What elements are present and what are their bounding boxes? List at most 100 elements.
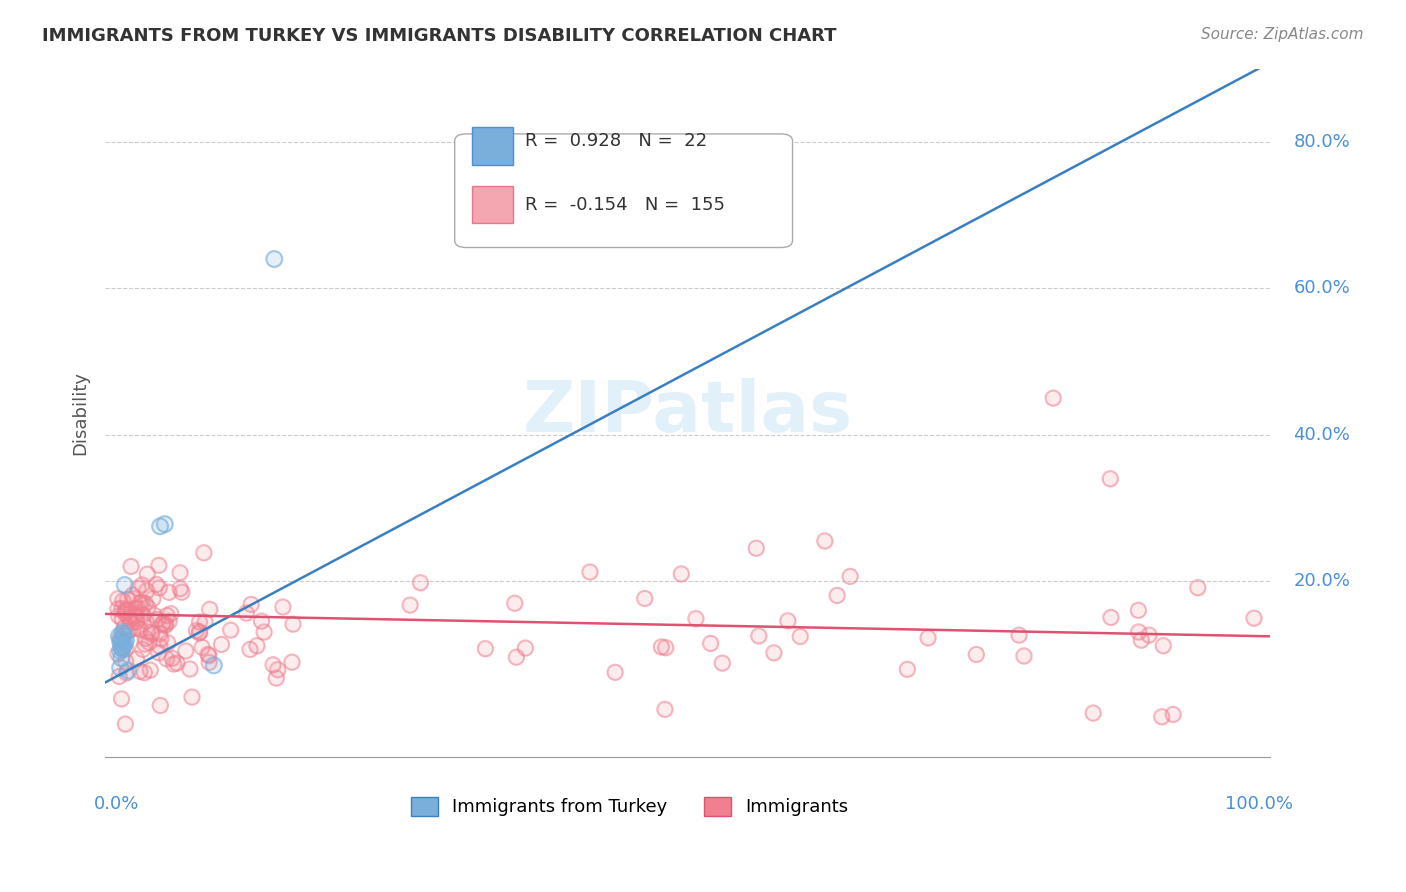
Point xyxy=(108,629,131,643)
Point xyxy=(789,630,811,644)
Point xyxy=(122,591,145,606)
Point xyxy=(148,646,170,660)
Point xyxy=(1150,709,1173,723)
Point xyxy=(965,648,987,662)
Point xyxy=(149,632,172,646)
Point xyxy=(1150,709,1173,723)
Point xyxy=(194,615,217,630)
Point xyxy=(111,641,134,656)
Point xyxy=(162,651,184,665)
Point xyxy=(250,614,273,628)
Point xyxy=(263,252,285,266)
Point xyxy=(152,616,174,631)
Point xyxy=(246,639,269,653)
Point xyxy=(139,663,162,677)
Point xyxy=(1081,706,1104,720)
Point xyxy=(917,631,939,645)
Point xyxy=(110,691,132,706)
Point xyxy=(188,624,211,639)
Point xyxy=(1137,628,1160,642)
Point xyxy=(166,656,188,670)
Point xyxy=(138,635,160,649)
Point xyxy=(1008,628,1031,642)
Point xyxy=(114,642,136,657)
Point xyxy=(149,626,172,640)
Point xyxy=(108,660,131,674)
Point xyxy=(170,585,193,599)
Point xyxy=(114,717,136,731)
Point xyxy=(219,623,242,637)
Point xyxy=(114,607,136,622)
Point xyxy=(281,617,304,632)
Point xyxy=(135,583,157,598)
Point xyxy=(246,639,269,653)
Point xyxy=(114,603,136,617)
Point xyxy=(134,632,156,646)
Point xyxy=(125,611,148,625)
Text: 60.0%: 60.0% xyxy=(1294,279,1350,297)
Point xyxy=(124,601,146,615)
Point xyxy=(120,623,142,637)
Text: IMMIGRANTS FROM TURKEY VS IMMIGRANTS DISABILITY CORRELATION CHART: IMMIGRANTS FROM TURKEY VS IMMIGRANTS DIS… xyxy=(42,27,837,45)
Point xyxy=(125,607,148,622)
Point xyxy=(124,609,146,624)
Point xyxy=(711,656,734,670)
Point xyxy=(281,655,304,669)
Point xyxy=(603,665,626,680)
Point xyxy=(111,594,134,608)
Point xyxy=(149,640,172,654)
Point xyxy=(120,613,142,627)
Point xyxy=(114,607,136,622)
Point xyxy=(219,623,242,637)
Point xyxy=(186,624,208,638)
Point xyxy=(110,651,132,665)
Text: 40.0%: 40.0% xyxy=(1294,425,1350,443)
Point xyxy=(155,617,177,632)
Point xyxy=(197,648,219,662)
Point xyxy=(111,632,134,647)
Point xyxy=(153,517,176,532)
Point xyxy=(170,585,193,599)
Point xyxy=(198,602,221,616)
Point xyxy=(107,602,129,616)
Point xyxy=(111,625,134,640)
Point xyxy=(117,624,139,638)
Point xyxy=(699,636,721,650)
Point xyxy=(111,612,134,626)
Point xyxy=(671,566,693,581)
Point xyxy=(111,641,134,656)
Point xyxy=(139,663,162,677)
Point xyxy=(156,635,179,649)
Point xyxy=(654,640,676,655)
Point xyxy=(114,605,136,619)
Point xyxy=(148,558,170,573)
Point xyxy=(188,626,211,640)
Point xyxy=(197,648,219,662)
Point xyxy=(117,592,139,607)
Y-axis label: Disability: Disability xyxy=(72,371,89,455)
Point xyxy=(125,607,148,622)
Point xyxy=(117,592,139,607)
Point xyxy=(112,627,135,641)
Point xyxy=(162,657,184,671)
Point xyxy=(1137,628,1160,642)
Point xyxy=(134,665,156,680)
Point xyxy=(1128,603,1150,617)
Point xyxy=(107,647,129,661)
Point xyxy=(748,629,770,643)
Point xyxy=(125,615,148,629)
Point xyxy=(148,581,170,595)
Point xyxy=(108,632,131,646)
Text: 80.0%: 80.0% xyxy=(1294,133,1350,151)
Point xyxy=(157,585,180,599)
Point xyxy=(198,656,221,670)
Point xyxy=(198,602,221,616)
Point xyxy=(117,624,139,638)
Point xyxy=(114,717,136,731)
Point xyxy=(1243,611,1265,625)
Point xyxy=(132,608,155,623)
Point xyxy=(253,625,276,640)
Point xyxy=(115,665,138,680)
Point xyxy=(1042,391,1064,405)
Point xyxy=(162,651,184,665)
